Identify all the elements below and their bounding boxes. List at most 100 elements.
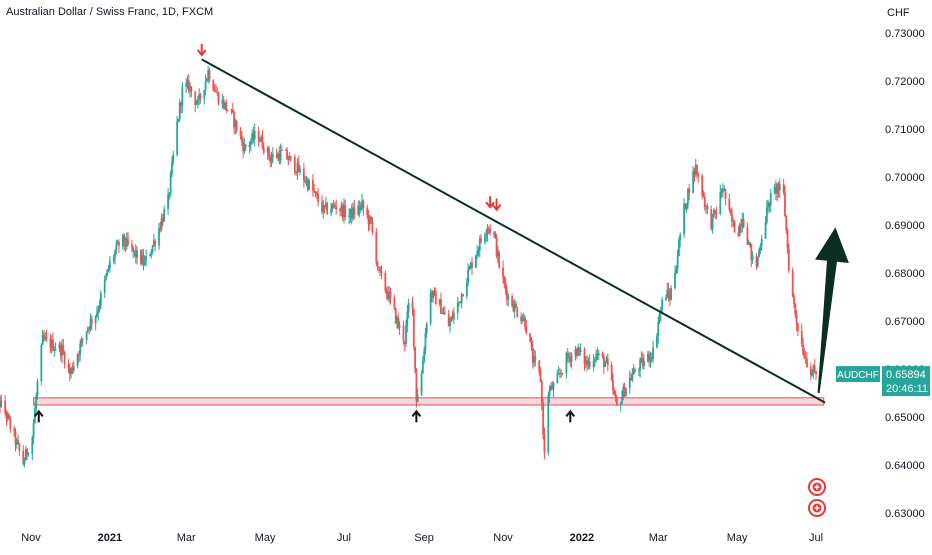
dividend-event-icon[interactable] (808, 499, 826, 517)
economic-event-icon[interactable] (808, 478, 826, 496)
candle (765, 200, 768, 225)
candle-body (180, 102, 182, 106)
support-zone[interactable] (33, 397, 825, 406)
candle-body (705, 205, 707, 207)
chart-title: Australian Dollar / Swiss Franc, 1D, FXC… (6, 6, 214, 18)
candle-body (588, 361, 591, 368)
candle-body (484, 235, 486, 242)
candle-body (614, 393, 617, 398)
candle-body (216, 92, 219, 93)
candle-body (357, 205, 360, 215)
swing-high-marker[interactable] (196, 44, 207, 57)
candle (431, 290, 433, 303)
swing-high-marker[interactable] (485, 196, 495, 209)
candle-body (504, 283, 507, 290)
candle-body (815, 370, 817, 375)
candle-body (221, 99, 224, 104)
candle-body (786, 230, 789, 249)
candle-body (225, 102, 228, 111)
candle-body (203, 89, 206, 99)
candle (22, 445, 25, 466)
candle (679, 232, 682, 248)
candle (632, 364, 635, 376)
candle-body (802, 344, 804, 355)
candle (480, 234, 482, 244)
candle (506, 285, 508, 306)
price-axis[interactable]: 0.73000 0.72000 0.71000 0.70000 0.69000 0.680… (836, 7, 930, 520)
candle-body (279, 149, 282, 161)
candle-body (749, 242, 751, 244)
candle-body (584, 360, 587, 365)
candle-body (108, 260, 111, 269)
candle (121, 234, 124, 250)
swing-high-marker[interactable] (491, 198, 502, 212)
candle-body (676, 256, 679, 270)
candle (791, 267, 794, 298)
candle (794, 303, 797, 318)
projection-arrow[interactable] (815, 227, 849, 394)
candle (162, 213, 164, 226)
candle (465, 278, 468, 300)
candle (495, 233, 498, 259)
time-axis[interactable]: Nov 2021 Mar May Jul Sep Nov 2022 Mar May Jul (21, 532, 823, 544)
candle-body (31, 437, 34, 455)
chart-icons[interactable] (808, 478, 826, 517)
candle-body (438, 299, 441, 305)
candle (286, 147, 288, 160)
candle (77, 350, 80, 363)
candle (127, 231, 129, 247)
candle-body (132, 247, 135, 252)
candle (429, 288, 432, 327)
candle (796, 322, 799, 337)
swing-low-marker[interactable] (565, 409, 576, 423)
candle-body (701, 175, 704, 196)
candle-body (768, 202, 771, 206)
drawings[interactable] (33, 44, 849, 423)
candle (540, 379, 543, 411)
candle (253, 123, 256, 147)
candle (548, 385, 551, 403)
candle-body (152, 240, 155, 246)
candle (123, 233, 126, 251)
candle (586, 355, 588, 372)
candle-body (796, 323, 799, 331)
candle (652, 340, 654, 364)
candle (61, 339, 63, 364)
candle-body (63, 352, 66, 365)
candle (648, 350, 651, 367)
candle-body (597, 353, 600, 356)
candle-body (643, 361, 645, 366)
candle-body (452, 312, 455, 319)
candle (14, 427, 17, 452)
candle-body (177, 119, 180, 122)
swing-low-marker[interactable] (33, 409, 44, 423)
candle (8, 413, 10, 420)
candle (720, 187, 723, 198)
candle (169, 170, 172, 198)
candle (696, 164, 698, 179)
candle (367, 209, 370, 232)
candle (539, 366, 542, 383)
candle-body (619, 403, 622, 406)
candle (560, 369, 563, 378)
candle (76, 353, 79, 369)
swing-low-marker[interactable] (411, 409, 422, 423)
candle-body (326, 202, 329, 214)
symbol-tag[interactable] (836, 366, 880, 383)
last-price-tag[interactable] (882, 366, 930, 397)
candle-body (494, 232, 497, 238)
candle-body (593, 359, 596, 362)
candle (106, 269, 109, 277)
candle-body (750, 243, 753, 260)
descending-trendline[interactable] (201, 58, 826, 404)
candle-body (433, 291, 436, 292)
candle (181, 82, 184, 114)
candle-body (8, 414, 10, 419)
time-tick-label: Jul (809, 532, 823, 544)
candle (244, 143, 247, 152)
candle (163, 205, 166, 222)
candle (243, 138, 246, 154)
candle-body (389, 291, 392, 298)
candle-body (205, 78, 208, 81)
